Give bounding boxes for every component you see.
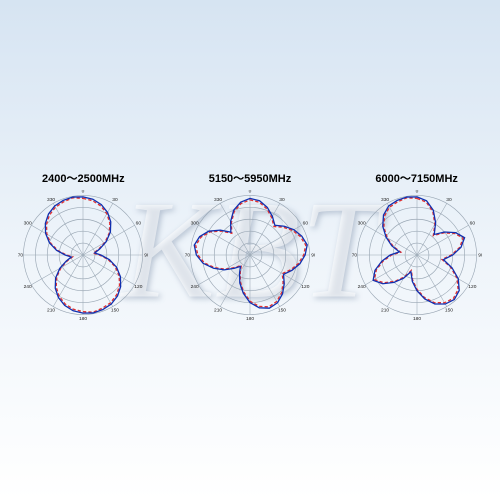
svg-text:210: 210 <box>47 308 55 314</box>
svg-text:30: 30 <box>279 197 285 203</box>
svg-text:270: 270 <box>352 252 357 258</box>
svg-text:240: 240 <box>24 284 32 290</box>
polar-chart-0: 0 30 60 90 120 150 180 210 240 270 300 330 <box>18 190 148 320</box>
svg-text:60: 60 <box>136 220 142 226</box>
plot-title-2: 6000～7150MHz <box>375 170 458 186</box>
svg-text:240: 240 <box>357 284 365 290</box>
svg-text:180: 180 <box>79 316 87 320</box>
svg-text:180: 180 <box>413 316 421 320</box>
polar-plots-row: 2400～2500MHz 0 30 60 90 120 150 180 210 240 270 30… <box>0 170 500 370</box>
svg-text:270: 270 <box>18 252 23 258</box>
svg-text:210: 210 <box>381 308 389 314</box>
plot-title-0: 2400～2500MHz <box>42 170 125 186</box>
svg-text:90: 90 <box>145 252 149 258</box>
svg-text:270: 270 <box>185 252 190 258</box>
polar-plot-2: 6000～7150MHz 0 30 60 90 120 150 180 210 240 270 30… <box>352 170 482 320</box>
svg-text:240: 240 <box>191 284 199 290</box>
svg-text:60: 60 <box>469 220 475 226</box>
svg-text:300: 300 <box>24 220 32 226</box>
svg-text:330: 330 <box>47 197 55 203</box>
svg-text:120: 120 <box>468 284 476 290</box>
svg-text:330: 330 <box>214 197 222 203</box>
svg-text:90: 90 <box>311 252 315 258</box>
svg-text:120: 120 <box>301 284 309 290</box>
polar-plot-1: 5150～5950MHz 0 30 60 90 120 150 180 210 240 270 30… <box>185 170 315 320</box>
chart-canvas: KBT 2400～2500MHz 03060901201501802102402… <box>0 0 500 500</box>
svg-text:30: 30 <box>113 197 119 203</box>
svg-text:180: 180 <box>246 316 254 320</box>
plot-title-1: 5150～5950MHz <box>209 170 292 186</box>
svg-text:60: 60 <box>303 220 309 226</box>
svg-text:90: 90 <box>478 252 482 258</box>
svg-text:150: 150 <box>445 308 453 314</box>
svg-text:0: 0 <box>415 190 418 194</box>
svg-text:150: 150 <box>111 308 119 314</box>
svg-text:300: 300 <box>357 220 365 226</box>
svg-text:0: 0 <box>249 190 252 194</box>
svg-text:150: 150 <box>278 308 286 314</box>
svg-text:210: 210 <box>214 308 222 314</box>
svg-text:300: 300 <box>191 220 199 226</box>
svg-text:120: 120 <box>135 284 143 290</box>
svg-text:30: 30 <box>446 197 452 203</box>
polar-chart-2: 0 30 60 90 120 150 180 210 240 270 300 330 <box>352 190 482 320</box>
svg-text:0: 0 <box>82 190 85 194</box>
polar-chart-1: 0 30 60 90 120 150 180 210 240 270 300 330 <box>185 190 315 320</box>
svg-text:330: 330 <box>381 197 389 203</box>
polar-plot-0: 2400～2500MHz 0 30 60 90 120 150 180 210 240 270 30… <box>18 170 148 320</box>
